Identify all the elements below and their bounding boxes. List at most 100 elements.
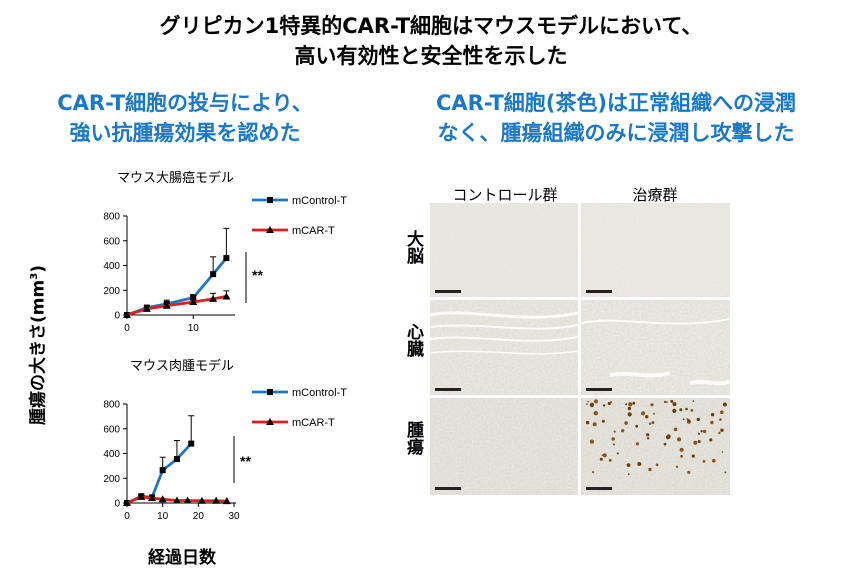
- scale-bar: [586, 290, 612, 293]
- stained-cell: [650, 403, 654, 407]
- stained-cell: [648, 467, 652, 472]
- stained-cell: [592, 422, 597, 427]
- chart-title: マウス大腸癌モデル: [117, 170, 234, 186]
- stained-cell: [675, 465, 679, 468]
- stained-cell: [627, 412, 632, 417]
- stained-cell: [601, 419, 605, 423]
- panel-heart-control: [430, 300, 579, 395]
- y-tick-label: 200: [103, 474, 120, 485]
- stained-cell: [587, 400, 589, 403]
- stained-cell: [635, 424, 639, 428]
- stained-cell: [679, 447, 684, 452]
- legend-marker: [266, 418, 274, 425]
- y-tick-label: 0: [114, 311, 120, 322]
- chart-title: マウス肉腫モデル: [130, 358, 234, 374]
- stained-cell: [692, 400, 695, 402]
- x-tick-label: 30: [228, 511, 240, 522]
- data-point-triangle: [123, 499, 131, 506]
- header-line-2: 高い有効性と安全性を示した: [294, 44, 568, 68]
- legend-label: mCAR-T: [292, 417, 335, 429]
- stained-cell: [722, 402, 727, 407]
- data-point-triangle: [123, 311, 131, 318]
- stained-cell: [712, 458, 716, 463]
- panel-cerebrum-control: [430, 203, 578, 297]
- legend-marker: [267, 389, 273, 395]
- stained-cell: [653, 412, 655, 415]
- stained-cell: [702, 460, 706, 463]
- data-point-triangle: [137, 492, 146, 500]
- stained-cell: [697, 440, 701, 443]
- row-label-cerebrum: 大脳: [403, 230, 423, 264]
- stained-cell: [611, 437, 615, 441]
- stained-cell: [719, 418, 722, 421]
- stained-cell: [585, 420, 590, 425]
- stained-cell: [663, 442, 667, 446]
- stained-cell: [609, 401, 612, 404]
- x-tick-label: 10: [188, 323, 200, 334]
- stained-cell: [616, 452, 619, 455]
- left-caption-line-2: 強い抗腫瘍効果を認めた: [69, 121, 301, 145]
- stained-cell: [586, 403, 588, 406]
- scale-bar: [586, 388, 612, 391]
- legend-label: mCAR-T: [292, 225, 335, 237]
- stained-cell: [602, 453, 607, 458]
- stained-cell: [655, 463, 659, 467]
- stained-cell: [625, 403, 628, 406]
- panel-tumor-treatment: [581, 398, 730, 495]
- data-point-triangle: [222, 292, 231, 300]
- car-t-cell-stain-dots: [585, 399, 727, 475]
- stained-cell: [592, 471, 595, 474]
- stained-cell: [593, 411, 598, 416]
- stained-cell: [677, 437, 682, 442]
- stained-cell: [721, 451, 724, 453]
- significance-marker: **: [240, 453, 251, 469]
- y-tick-label: 800: [103, 400, 120, 411]
- data-point-triangle: [222, 497, 231, 505]
- y-tick-label: 0: [114, 499, 120, 510]
- column-label-treatment: 治療群: [632, 186, 678, 204]
- x-tick-label: 0: [124, 323, 130, 334]
- right-caption-line-1: CAR-T細胞(茶色)は正常組織への浸潤: [436, 91, 796, 115]
- stained-cell: [627, 473, 630, 475]
- stained-cell: [680, 454, 683, 458]
- chart-colorectal: マウス大腸癌モデル 0 200 400 600 800 0 10 mControl-T mCAR-…: [103, 170, 347, 334]
- stained-cell: [635, 442, 639, 446]
- stained-cell: [627, 406, 632, 411]
- data-point-square: [190, 294, 197, 301]
- data-point-square: [210, 271, 217, 278]
- y-tick-label: 400: [103, 261, 120, 272]
- data-point-triangle: [172, 496, 181, 504]
- left-caption-line-1: CAR-T細胞の投与により、: [57, 91, 313, 115]
- stained-cell: [626, 463, 631, 467]
- x-axis-label: 経過日数: [148, 548, 216, 568]
- stained-cell: [709, 438, 713, 442]
- y-tick-label: 800: [103, 212, 120, 223]
- chart-sarcoma: マウス肉腫モデル 0 200 400 600 800 0 10 20 30 mControl-T mC…: [103, 358, 347, 522]
- stained-cell: [672, 402, 677, 407]
- stained-cell: [589, 439, 594, 444]
- stained-cell: [647, 437, 650, 440]
- stained-cell: [702, 429, 707, 434]
- data-point-triangle: [147, 494, 156, 502]
- panel-tumor-control: [430, 398, 578, 495]
- legend-label: mControl-T: [292, 195, 347, 207]
- stained-cell: [589, 402, 595, 408]
- y-tick-label: 400: [103, 449, 120, 460]
- data-point-triangle: [142, 304, 151, 312]
- stained-cell: [646, 433, 650, 437]
- series-line-mCAR-T: [126, 295, 227, 317]
- stained-cell: [645, 415, 649, 419]
- stained-cell: [608, 458, 612, 462]
- stained-cell: [599, 457, 603, 461]
- stained-cell: [629, 402, 631, 405]
- stained-cell: [700, 430, 703, 433]
- stained-cell: [594, 399, 598, 404]
- stained-cell: [670, 399, 674, 403]
- series-line-mControl-T: [126, 442, 193, 505]
- stained-cell: [696, 417, 700, 422]
- data-point-square: [173, 456, 180, 463]
- stained-cell: [641, 411, 646, 416]
- data-point-square: [188, 440, 195, 447]
- column-label-control: コントロール群: [452, 186, 558, 204]
